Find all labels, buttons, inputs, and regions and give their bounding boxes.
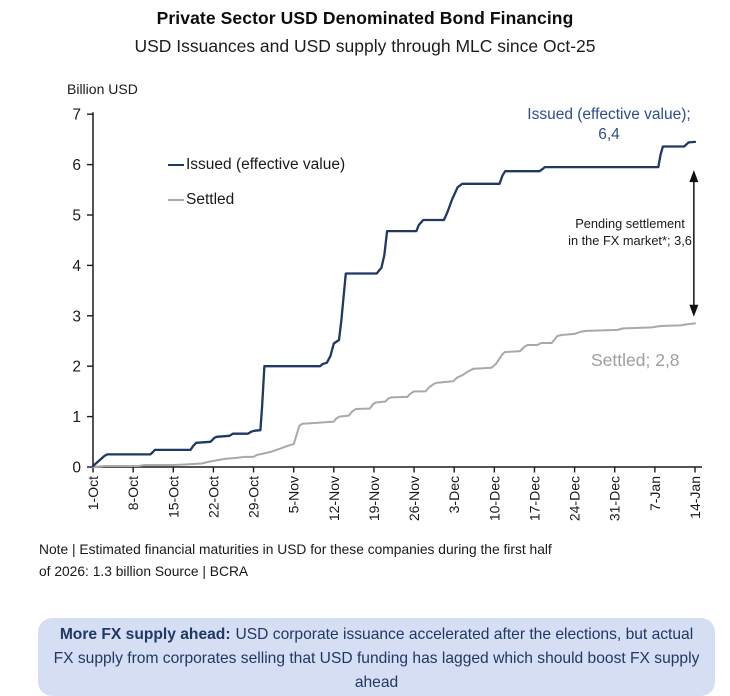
series-line-settled	[92, 322, 696, 468]
chart-legend: Issued (effective value) Settled	[168, 156, 345, 226]
page-title: Private Sector USD Denominated Bond Fina…	[156, 8, 574, 28]
x-tick-label: 19-Nov	[366, 476, 382, 521]
y-axis-title: Billion USD	[67, 81, 138, 97]
legend-label-issued: Issued (effective value)	[186, 156, 346, 173]
x-tick-label: 22-Oct	[205, 476, 221, 518]
x-tick-label: 12-Nov	[326, 476, 342, 521]
y-tick-label: 3	[72, 308, 81, 325]
callout-lead: More FX supply ahead:	[59, 626, 231, 643]
page-subtitle: USD Issuances and USD supply through MLC…	[134, 36, 596, 56]
y-tick-label: 1	[72, 409, 81, 426]
x-tick-label: 24-Dec	[567, 476, 583, 521]
x-tick-label: 26-Nov	[406, 476, 422, 521]
x-tick-label: 8-Oct	[125, 476, 141, 510]
y-tick-label: 5	[72, 208, 81, 225]
y-tick-label: 6	[72, 157, 81, 174]
x-tick-label: 14-Jan	[687, 476, 703, 519]
note-line2: of 2026: 1.3 billion Source | BCRA	[39, 564, 249, 579]
annotation-settled-value: Settled; 2,8	[591, 350, 680, 370]
annotation-issued-value: Issued (effective value); 6,4	[495, 105, 723, 145]
legend-item-issued: Issued (effective value)	[168, 156, 345, 174]
pending-arrow-down-icon	[689, 304, 699, 317]
note-text: Note | Estimated financial maturities in…	[39, 539, 709, 583]
callout-box: More FX supply ahead: USD corporate issua…	[38, 618, 715, 696]
x-tick-label: 3-Dec	[446, 476, 462, 513]
annotation-pending-line1: Pending settlement	[575, 216, 685, 231]
x-tick-label: 29-Oct	[246, 476, 262, 518]
issued-line-swatch-icon	[168, 163, 184, 167]
annotation-issued-line2: 6,4	[598, 126, 620, 143]
x-tick-label: 5-Nov	[286, 476, 302, 513]
y-tick-label: 4	[72, 258, 81, 275]
x-tick-label: 17-Dec	[526, 476, 542, 521]
y-tick-label: 7	[72, 107, 81, 124]
x-tick-label: 1-Oct	[85, 476, 101, 510]
x-tick-label: 10-Dec	[486, 476, 502, 521]
x-tick-label: 31-Dec	[607, 476, 623, 521]
legend-label-settled: Settled	[186, 191, 235, 208]
annotation-issued-line1: Issued (effective value);	[527, 106, 691, 123]
annotation-pending-line2: in the FX market*; 3,6	[568, 232, 692, 248]
callout-body: USD corporate issuance accelerated after…	[53, 626, 700, 691]
x-tick-label: 15-Oct	[165, 476, 181, 518]
bond-financing-line-chart: 0 1 2 3 4 5 6 7 1-Oct 8-Oct 15-Oct 22-Oct 29-Oct 5-No…	[72, 107, 703, 521]
note-line1: Note | Estimated financial maturities in…	[39, 542, 552, 557]
pending-arrow-up-icon	[689, 170, 699, 183]
y-tick-label: 0	[72, 460, 81, 477]
x-tick-label: 7-Jan	[647, 476, 663, 511]
y-tick-label: 2	[72, 359, 81, 376]
settled-line-swatch-icon	[168, 198, 184, 202]
annotation-pending-settlement: Pending settlement in the FX market*; 3,…	[552, 216, 708, 249]
legend-item-settled: Settled	[168, 191, 345, 209]
series-line-issued	[91, 140, 697, 468]
